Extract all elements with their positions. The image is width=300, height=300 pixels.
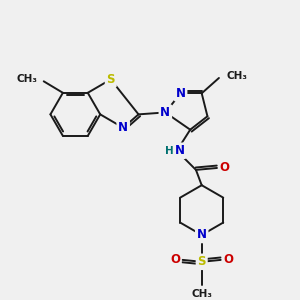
Text: N: N <box>175 144 185 157</box>
Text: O: O <box>224 254 233 266</box>
Text: N: N <box>176 87 186 100</box>
Text: S: S <box>106 73 115 86</box>
Text: CH₃: CH₃ <box>226 71 248 81</box>
Text: N: N <box>118 121 128 134</box>
Text: O: O <box>220 161 230 175</box>
Text: CH₃: CH₃ <box>191 289 212 298</box>
Text: N: N <box>160 106 170 119</box>
Text: S: S <box>197 255 206 268</box>
Text: CH₃: CH₃ <box>17 74 38 84</box>
Text: N: N <box>197 229 207 242</box>
Text: O: O <box>170 254 180 266</box>
Text: H: H <box>165 146 173 156</box>
